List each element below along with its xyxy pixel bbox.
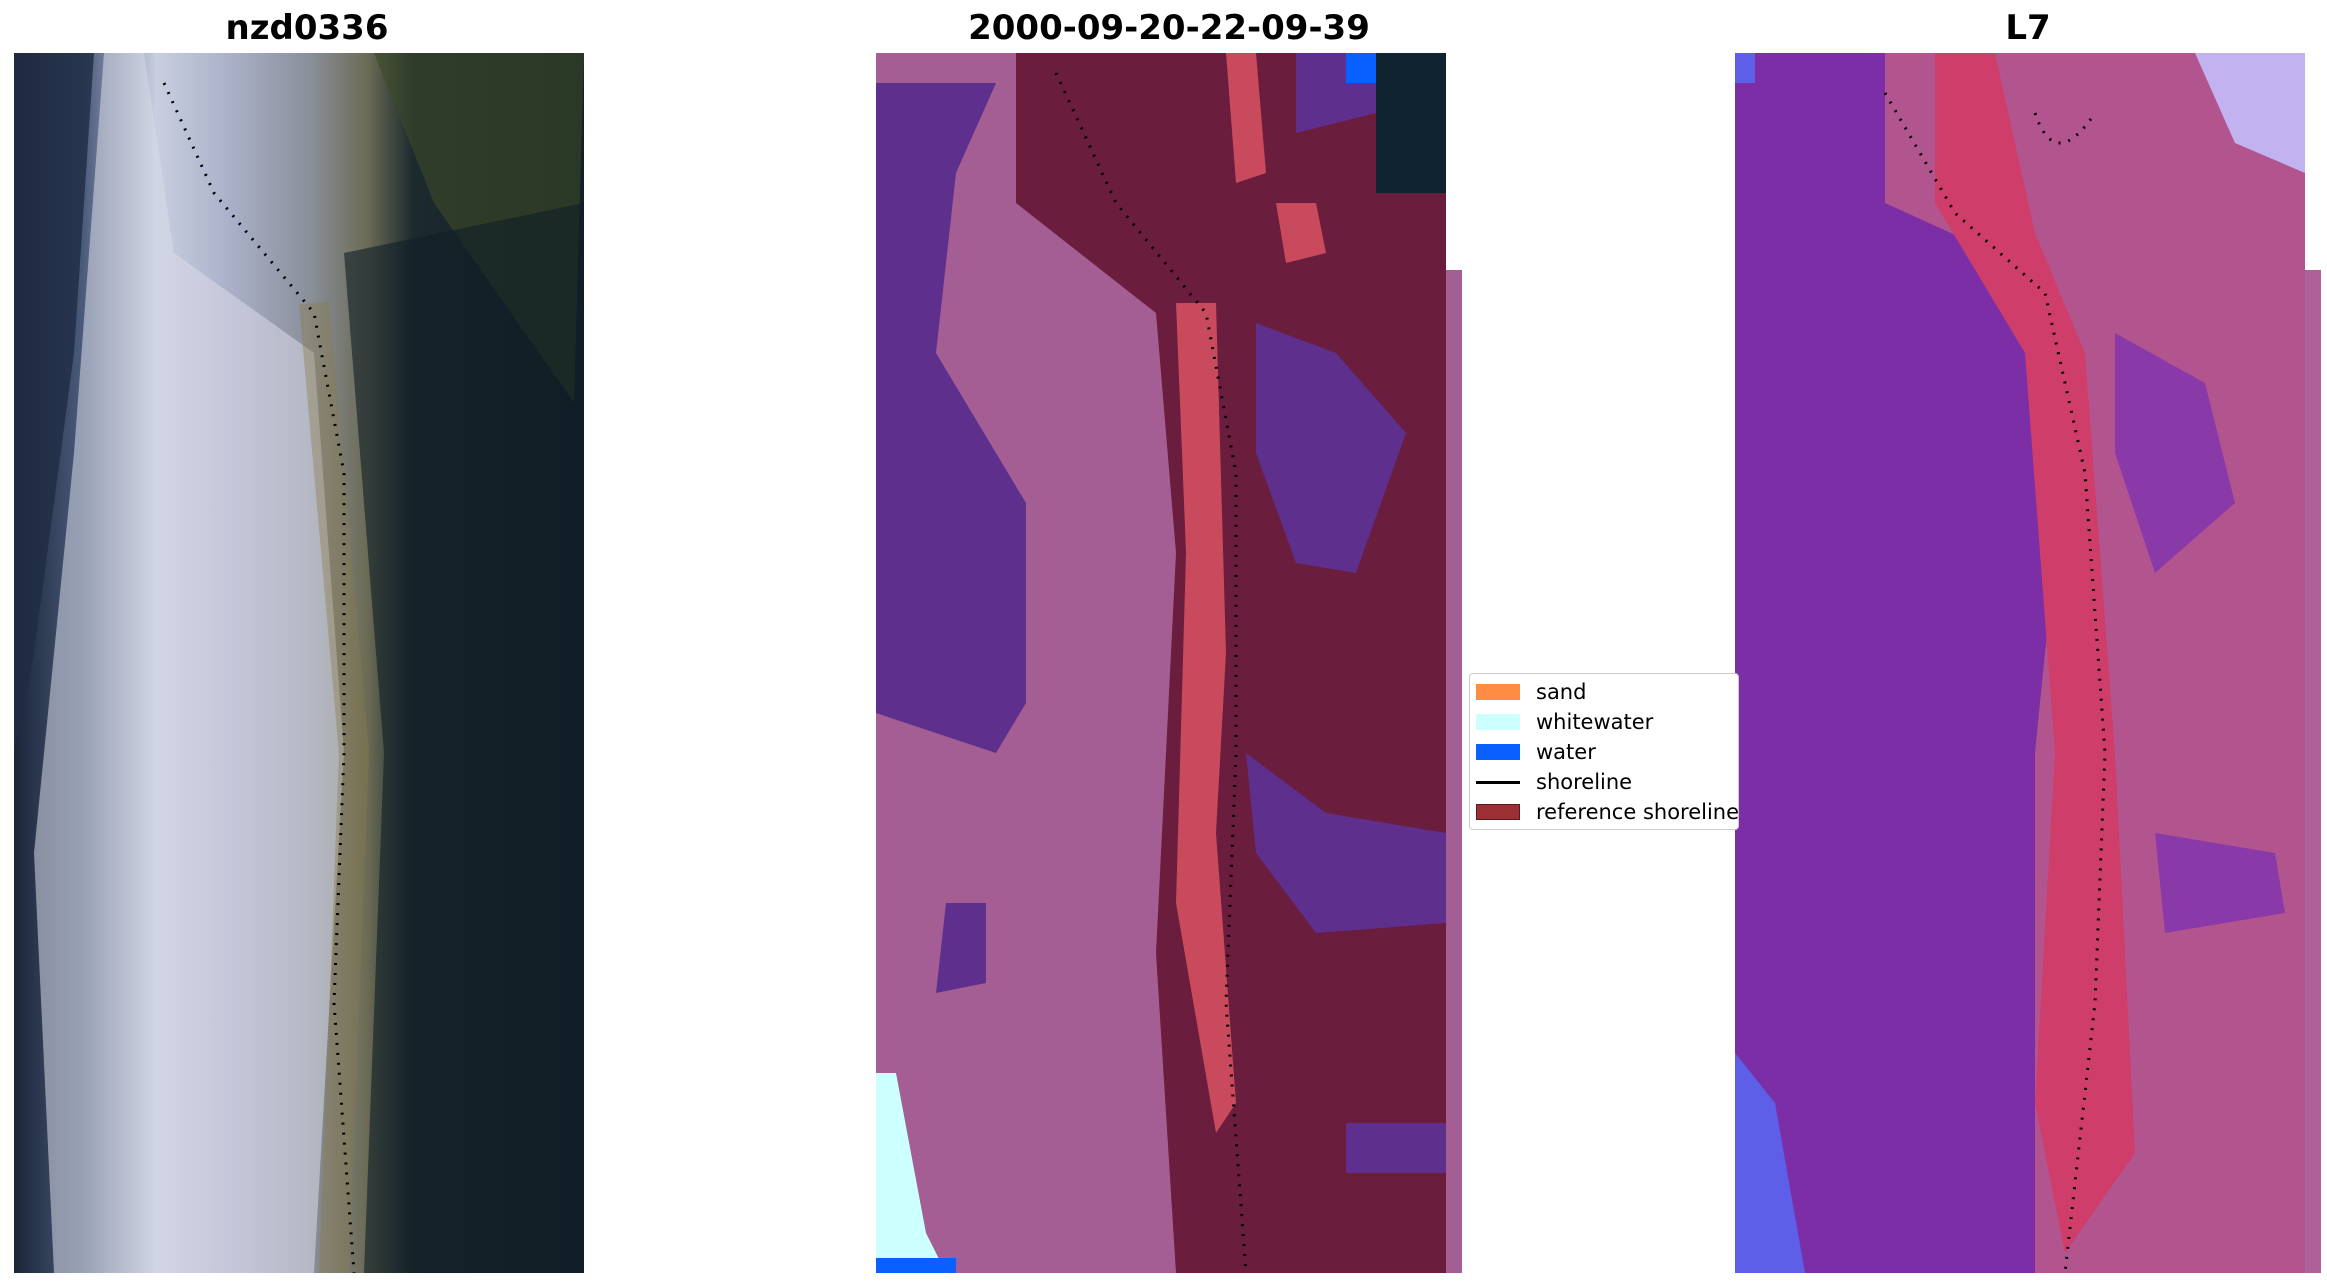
classified-image	[876, 53, 1462, 1273]
legend-label-sand: sand	[1536, 680, 1587, 704]
whitewater-swatch-icon	[1476, 714, 1520, 730]
rgb-satellite-image	[14, 53, 584, 1273]
sand-swatch-icon	[1476, 684, 1520, 700]
panel-title-3: L7	[2005, 8, 2051, 48]
panel-title-2: 2000-09-20-22-09-39	[968, 8, 1370, 48]
shoreline-line-icon	[1476, 780, 1520, 784]
legend-label-water: water	[1536, 740, 1596, 764]
panel-title-1: nzd0336	[225, 8, 389, 48]
legend-label-shoreline: shoreline	[1536, 770, 1633, 794]
water-swatch-icon	[1476, 744, 1520, 760]
legend-label-whitewater: whitewater	[1536, 710, 1654, 734]
legend-label-reference-shoreline: reference shoreline	[1536, 800, 1740, 824]
legend-item-water: water	[1476, 740, 1596, 764]
legend: sand whitewater water shoreline referenc…	[1469, 673, 1739, 830]
legend-item-shoreline: shoreline	[1476, 770, 1632, 794]
legend-item-whitewater: whitewater	[1476, 710, 1653, 734]
reference-shoreline-swatch-icon	[1476, 804, 1520, 820]
legend-item-sand: sand	[1476, 680, 1586, 704]
l7-image	[1735, 53, 2321, 1273]
legend-item-reference-shoreline: reference shoreline	[1476, 800, 1739, 824]
